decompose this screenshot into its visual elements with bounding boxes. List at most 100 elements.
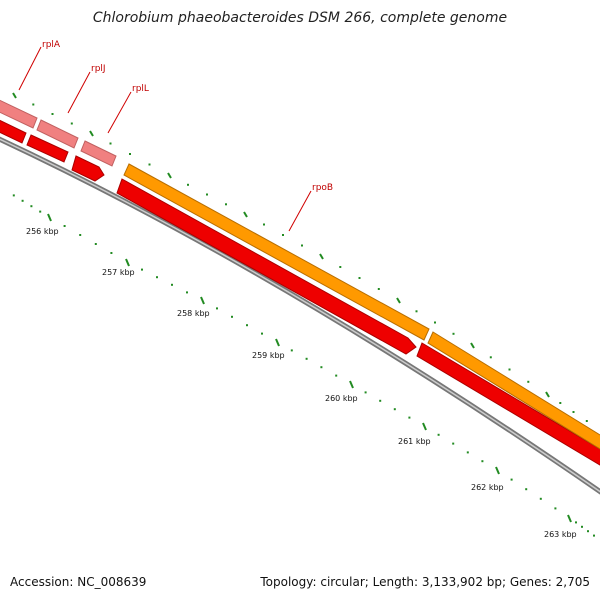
ruler-dot: [216, 307, 218, 310]
outer-ruler-dot: [263, 223, 265, 226]
ruler-dot: [94, 243, 97, 245]
outer-ruler-dot: [585, 420, 588, 422]
tick-labels: 256 kbp 257 kbp 258 kbp 259 kbp 260 kbp …: [26, 227, 577, 539]
ruler-dot: [379, 399, 382, 402]
ruler-dots: [12, 194, 595, 537]
gene-label-rplL: rplL: [132, 84, 149, 94]
ruler-dot: [510, 478, 513, 481]
accession-text: Accession: NC_008639: [10, 575, 147, 589]
major-tick: [422, 422, 427, 431]
genome-summary-text: Topology: circular; Length: 3,133,902 bp…: [260, 575, 590, 589]
ruler-dot: [587, 530, 589, 533]
ruler-dot: [186, 291, 188, 294]
outer-ruler-dots: [32, 103, 588, 422]
tick-label-261: 261 kbp: [398, 437, 431, 446]
ruler-dot: [593, 534, 595, 537]
outer-ruler-dot: [559, 402, 562, 404]
outer-ruler-dot: [452, 332, 455, 335]
ruler-dot: [79, 234, 82, 236]
gene-block-rpoB: [123, 163, 430, 341]
gene-arrow-next-red: [416, 342, 600, 466]
gene-label-rplJ: rplJ: [91, 64, 106, 74]
outer-ruler-dot: [415, 310, 418, 313]
gene-arrow-rplA-red: [0, 119, 27, 144]
ruler-dot: [30, 205, 33, 208]
gene-block-next-orange: [427, 331, 600, 450]
gene-labels: rplA rplJ rplL rpoB: [18, 40, 333, 232]
gene-block-rplJ: [36, 119, 79, 149]
major-tick: [200, 296, 205, 305]
major-ticks: [47, 213, 572, 523]
tick-label-257: 257 kbp: [102, 268, 135, 277]
outer-ruler-dot: [527, 380, 530, 383]
ruler-dot: [437, 433, 440, 436]
tick-label-258: 258 kbp: [177, 309, 210, 318]
ruler-dot: [575, 521, 577, 524]
outer-ruler-dot: [129, 153, 131, 155]
ruler-dot: [408, 416, 411, 419]
ruler-dot: [525, 488, 528, 491]
ruler-dot: [63, 225, 66, 227]
ruler-dot: [12, 194, 15, 197]
ruler-dot: [335, 374, 338, 377]
outer-ruler-dot: [301, 244, 303, 247]
tick-label-256: 256 kbp: [26, 227, 59, 236]
map-title: Chlorobium phaeobacteroides DSM 266, com…: [92, 10, 508, 26]
gene-block-rplL: [80, 140, 117, 167]
ruler-dot: [246, 324, 248, 327]
ruler-dot: [21, 199, 24, 202]
ruler-dot: [554, 507, 557, 510]
outer-ruler-dot: [489, 356, 492, 359]
gene-label-rplA: rplA: [42, 40, 61, 50]
ruler-dot: [261, 332, 263, 335]
outer-ruler-dot: [148, 163, 151, 166]
genome-backbone: [0, 136, 600, 495]
ruler-dot: [171, 283, 173, 286]
ruler-dot: [539, 497, 542, 500]
ruler-dot: [466, 451, 469, 454]
outer-ruler-dot: [377, 288, 380, 290]
major-tick: [567, 514, 572, 523]
outer-ruler-dot: [508, 368, 511, 371]
gene-arrow-rplJ-red: [26, 134, 69, 163]
major-tick: [47, 213, 52, 222]
outer-ruler-dot: [225, 203, 227, 206]
ruler-dot: [481, 460, 484, 463]
outer-ruler-dot: [339, 266, 342, 268]
outer-ruler-dot: [572, 411, 575, 413]
outer-ruler-dot: [282, 234, 284, 236]
outer-ruler-dot: [109, 142, 112, 145]
gene-arrow-rplL-red: [71, 155, 105, 182]
ruler-dot: [320, 366, 323, 369]
ruler-dot: [581, 525, 583, 528]
ruler-dot: [141, 268, 143, 271]
ruler-dot: [156, 276, 158, 279]
major-tick: [275, 338, 280, 347]
outer-ruler-dot: [206, 193, 208, 196]
tick-label-259: 259 kbp: [252, 351, 285, 360]
ruler-dot: [290, 349, 293, 352]
gene-arrow-rpoB-red: [116, 178, 417, 355]
tick-label-263: 263 kbp: [544, 530, 577, 539]
red-track: [0, 119, 600, 466]
outer-ruler-dot: [187, 183, 189, 186]
outer-ruler-dot: [51, 113, 54, 115]
tick-label-262: 262 kbp: [471, 483, 504, 492]
outer-ruler-dot: [70, 122, 73, 125]
tick-label-260: 260 kbp: [325, 394, 358, 403]
ruler-dot: [110, 252, 113, 254]
ruler-dot: [39, 210, 42, 213]
ruler-dot: [452, 442, 455, 445]
upper-track: [0, 99, 600, 450]
outer-ticks: [12, 92, 550, 398]
outer-ruler-dot: [358, 277, 361, 279]
ruler-dot: [393, 408, 396, 411]
major-tick: [495, 466, 500, 475]
major-tick: [125, 258, 130, 267]
ruler-dot: [231, 315, 233, 318]
gene-block-rplA: [0, 99, 38, 129]
major-tick: [349, 380, 354, 389]
gene-label-rpoB: rpoB: [312, 183, 333, 193]
ruler-dot: [364, 391, 367, 394]
